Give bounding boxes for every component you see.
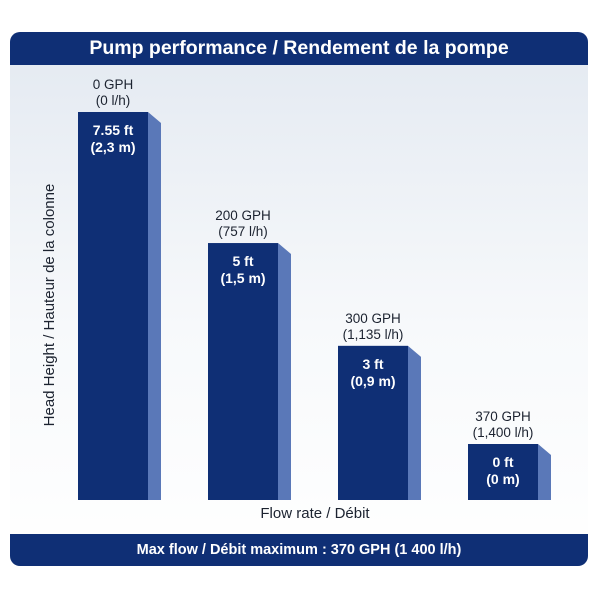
bar-value-label: 0 ft	[493, 454, 514, 470]
x-axis-label: Flow rate / Débit	[260, 505, 370, 522]
bar-side-face	[278, 243, 291, 500]
bar	[468, 444, 538, 500]
category-label: 370 GPH	[475, 409, 531, 424]
category-metric-label: (0 l/h)	[96, 93, 131, 108]
category-label: 0 GPH	[93, 77, 134, 92]
category-metric-label: (1,400 l/h)	[473, 425, 534, 440]
bar	[78, 112, 148, 500]
bar-value-label: 7.55 ft	[93, 122, 134, 138]
bar-side-face	[408, 345, 421, 500]
category-label: 200 GPH	[215, 208, 271, 223]
bar-value-metric-label: (1,5 m)	[220, 270, 265, 286]
bar-value-label: 3 ft	[363, 356, 384, 372]
bar-value-metric-label: (0 m)	[486, 471, 519, 487]
bar-value-metric-label: (0,9 m)	[350, 373, 395, 389]
bar	[338, 345, 408, 500]
category-metric-label: (757 l/h)	[218, 224, 268, 239]
bar	[208, 243, 278, 500]
category-label: 300 GPH	[345, 311, 401, 326]
max-flow-footer: Max flow / Débit maximum : 370 GPH (1 40…	[10, 534, 588, 566]
bar-side-face	[538, 444, 551, 500]
category-metric-label: (1,135 l/h)	[343, 327, 404, 342]
bar-side-face	[148, 112, 161, 500]
bar-value-label: 5 ft	[233, 253, 254, 269]
bar-value-metric-label: (2,3 m)	[90, 139, 135, 155]
chart-title: Pump performance / Rendement de la pompe	[10, 32, 588, 65]
